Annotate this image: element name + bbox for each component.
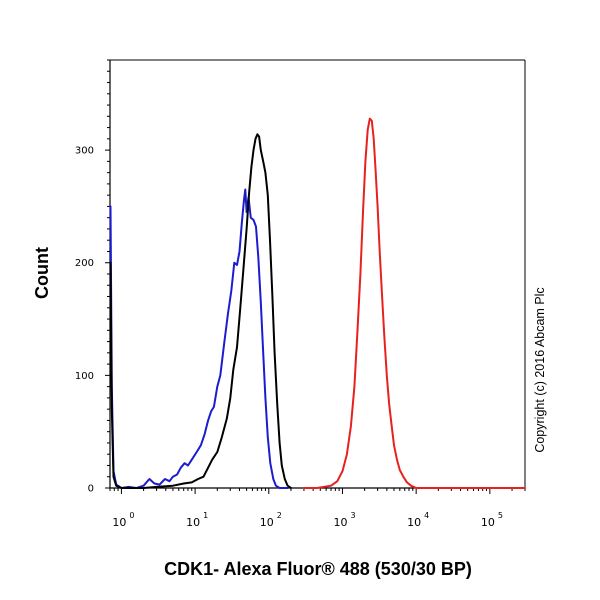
x-tick-label: 10 — [407, 516, 421, 529]
y-tick-label: 200 — [75, 258, 94, 269]
x-tick-label: 10 — [481, 516, 495, 529]
y-tick-labels: 0 100 200 300 — [75, 146, 94, 495]
x-tick-exponent: 0 — [129, 511, 134, 520]
x-tick-exponent: 2 — [277, 511, 282, 520]
y-tick-label: 0 — [88, 484, 94, 495]
y-tick-label: 100 — [75, 371, 94, 382]
x-tick-label: 10 — [260, 516, 274, 529]
series-layer — [109, 117, 526, 489]
histogram-line-2 — [109, 133, 292, 489]
y-axis-title: Count — [32, 247, 52, 299]
x-tick-label: 10 — [333, 516, 347, 529]
x-tick-exponent: 4 — [424, 511, 429, 520]
x-tick-label: 10 — [186, 516, 200, 529]
copyright-notice: Copyright (c) 2016 Abcam Plc — [533, 287, 547, 452]
x-tick-label: 10 — [112, 516, 126, 529]
y-minor-ticks — [105, 59, 110, 489]
x-tick-exponent: 3 — [350, 511, 355, 520]
x-axis-title: CDK1- Alexa Fluor® 488 (530/30 BP) — [164, 559, 472, 579]
x-tick-exponent: 1 — [203, 511, 208, 520]
plot-frame — [109, 59, 526, 489]
histogram-line-3 — [302, 117, 526, 489]
x-tick-exponent: 5 — [498, 511, 503, 520]
y-tick-label: 300 — [75, 146, 94, 157]
histogram-line-1 — [109, 188, 289, 489]
